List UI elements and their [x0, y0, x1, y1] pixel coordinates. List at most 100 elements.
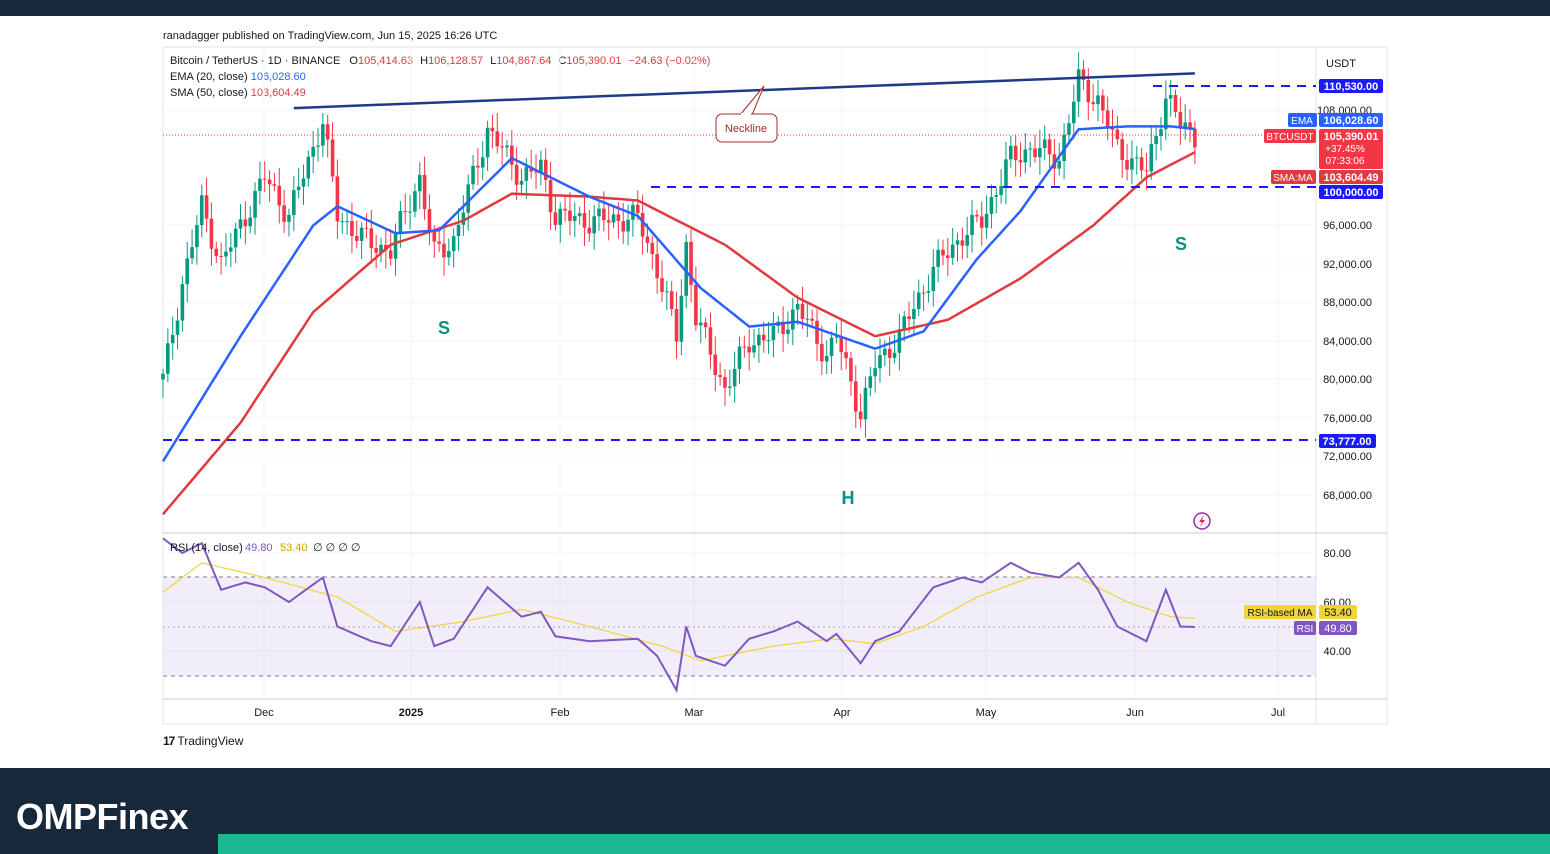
ohlc-high-label: H — [420, 55, 429, 67]
candle-body — [417, 174, 422, 192]
time-axis-ticks: Dec 2025 Feb Mar Apr May Jun Jul — [254, 707, 1285, 719]
candle-body — [1018, 160, 1023, 163]
neckline-trendline — [293, 72, 1195, 110]
candle-body — [582, 213, 587, 228]
ema-legend-value: 106,028.60 — [250, 71, 306, 83]
time-tick-label: May — [976, 707, 997, 719]
candle-body — [539, 159, 543, 172]
candle-body — [577, 213, 582, 217]
candle-body — [1188, 122, 1192, 129]
candle-body — [1008, 145, 1013, 160]
candle-body — [723, 377, 727, 388]
candle-body — [1091, 102, 1095, 105]
candle-body — [597, 208, 601, 217]
candle-body — [335, 176, 340, 222]
candle-body — [1086, 79, 1091, 103]
candle-body — [175, 320, 180, 335]
candle-body — [771, 325, 776, 341]
candle-body — [839, 336, 844, 353]
candle-body — [858, 411, 863, 420]
candle-body — [374, 248, 378, 253]
lightning-icon[interactable] — [1193, 512, 1211, 530]
ohlc-open: 105,414.63 — [357, 55, 414, 67]
candle-body — [277, 185, 282, 206]
rsi-tick-label: 60.00 — [1323, 597, 1351, 609]
candle-body — [975, 214, 979, 217]
candle-body — [456, 224, 461, 237]
candle-body — [1168, 95, 1173, 99]
candle-body — [616, 214, 621, 222]
candle-body — [606, 220, 611, 223]
candle-body — [892, 352, 897, 358]
candle-body — [1130, 158, 1134, 170]
candle-body — [1057, 161, 1062, 169]
candle-body — [1033, 148, 1037, 158]
ohlc-low: 104,867.64 — [496, 55, 552, 67]
currency-label: USDT — [1326, 58, 1356, 70]
candle-body — [432, 230, 437, 242]
tag-btc-name-text: BTCUSDT — [1266, 132, 1313, 143]
candle-body — [292, 190, 296, 215]
candle-body — [466, 184, 471, 213]
tag-rsi-value — [1319, 621, 1357, 635]
tag-btc-price-text: 105,390.01 — [1323, 131, 1378, 143]
tag-btc-name — [1264, 129, 1316, 143]
candle-body — [1110, 127, 1115, 130]
candle-body — [359, 227, 364, 241]
right-shoulder-label: S — [1175, 234, 1187, 254]
tag-rsi-name-text: RSI — [1297, 624, 1314, 635]
time-tick-label: Jun — [1126, 707, 1144, 719]
candle-body — [795, 303, 800, 310]
candle-body — [698, 322, 703, 326]
time-tick-label: 2025 — [399, 707, 423, 719]
price-tick-label: 108,000.00 — [1317, 105, 1372, 117]
symbol-legend: Bitcoin / TetherUS · 1D · BINANCE O105,4… — [170, 55, 710, 67]
price-tick-label: 84,000.00 — [1323, 336, 1372, 348]
candle-body — [897, 329, 902, 353]
candle-body — [369, 228, 374, 249]
candle-body — [820, 343, 824, 362]
candle-body — [427, 209, 432, 231]
candle-body — [887, 348, 892, 358]
candle-body — [674, 309, 679, 342]
tradingview-mark-icon: 17 — [163, 734, 175, 748]
candle-body — [684, 241, 689, 296]
ohlc-change: −24.63 (−0.02%) — [628, 55, 711, 67]
candle-body — [1144, 170, 1149, 172]
tag-sma-name-text: SMA:MA — [1273, 173, 1313, 184]
tag-btc-pct-text: +37.45% — [1325, 144, 1365, 155]
ohlc-close: 105,390.01 — [566, 55, 622, 67]
rsi-legend-ma-value: 53.40 — [280, 542, 308, 554]
candle-body — [650, 242, 655, 255]
candle-body — [253, 190, 257, 218]
candle-body — [258, 178, 262, 191]
candle-body — [170, 334, 175, 344]
candle-body — [471, 165, 475, 185]
candle-body — [747, 346, 751, 353]
rsi-tick-label: 40.00 — [1323, 646, 1351, 658]
candle-body — [766, 340, 771, 342]
candle-body — [946, 255, 950, 258]
price-tick-label: 76,000.00 — [1323, 413, 1372, 425]
candle-body — [340, 221, 345, 223]
tradingview-logo[interactable]: 17 TradingView — [163, 734, 243, 748]
candle-body — [950, 244, 955, 258]
candle-body — [195, 225, 199, 248]
candle-body — [476, 165, 480, 168]
candle-body — [713, 354, 718, 376]
symbol-name: Bitcoin / TetherUS · 1D · BINANCE — [170, 55, 341, 67]
candle-body — [422, 174, 427, 210]
sma-legend-value: 103,604.49 — [250, 87, 306, 99]
candle-body — [306, 156, 311, 179]
candle-body — [364, 227, 369, 229]
candle-body — [810, 318, 814, 321]
time-tick-label: Jul — [1271, 707, 1285, 719]
candle-body — [451, 236, 456, 252]
candle-body — [199, 195, 204, 226]
ema-20-line — [161, 125, 1196, 462]
candle-body — [970, 214, 974, 235]
chart-grid — [163, 47, 1316, 699]
rsi-band-fill — [163, 577, 1316, 676]
candle-body — [185, 258, 190, 285]
candle-body — [761, 334, 766, 341]
